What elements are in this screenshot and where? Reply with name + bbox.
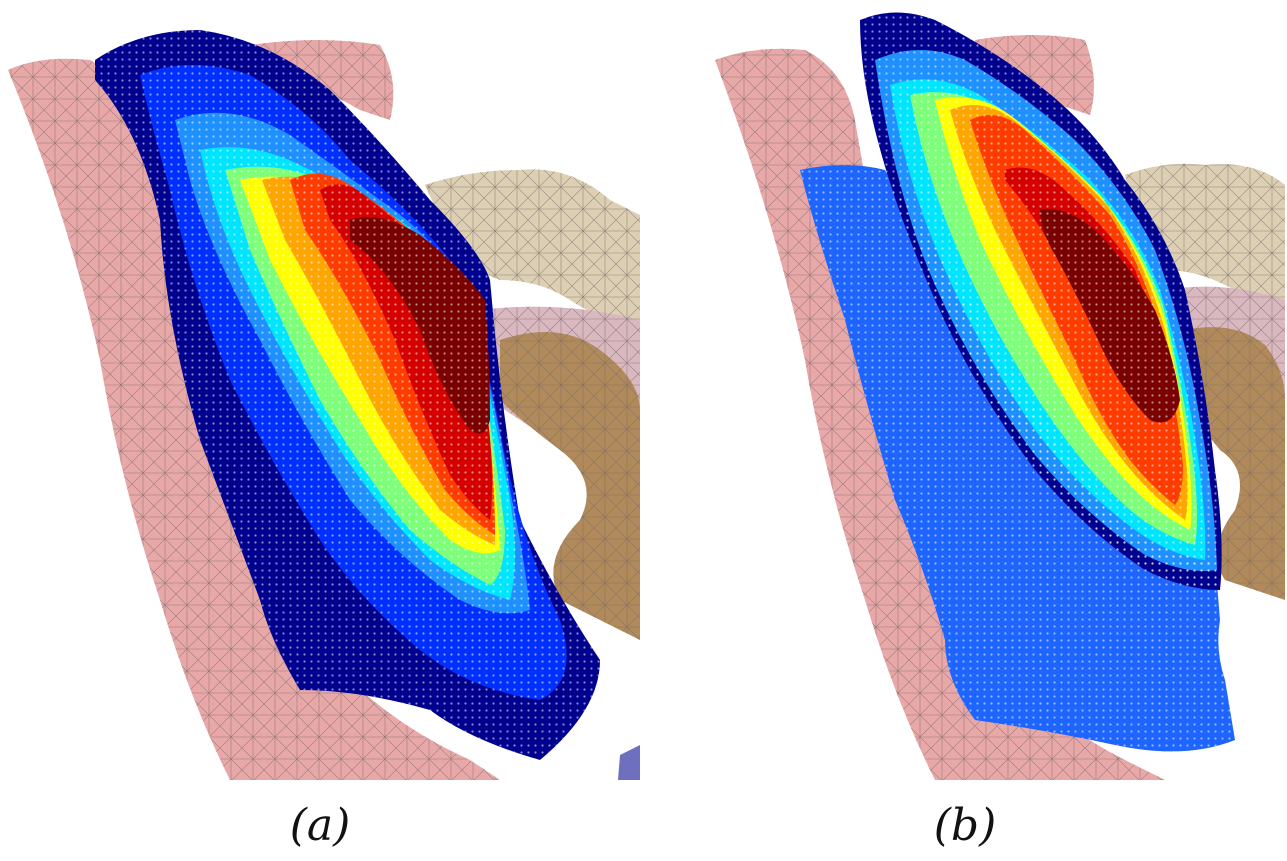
caption-a: (a)	[289, 800, 351, 851]
caption-b: (b)	[933, 800, 997, 851]
panel-a	[0, 0, 640, 790]
heatmap-render-a	[8, 30, 640, 780]
panel-b	[645, 0, 1285, 790]
bone-structures-a	[425, 169, 640, 780]
heat-layers-a	[95, 30, 600, 760]
heatmap-render-b	[715, 12, 1285, 780]
heat-layers-b	[800, 12, 1235, 752]
